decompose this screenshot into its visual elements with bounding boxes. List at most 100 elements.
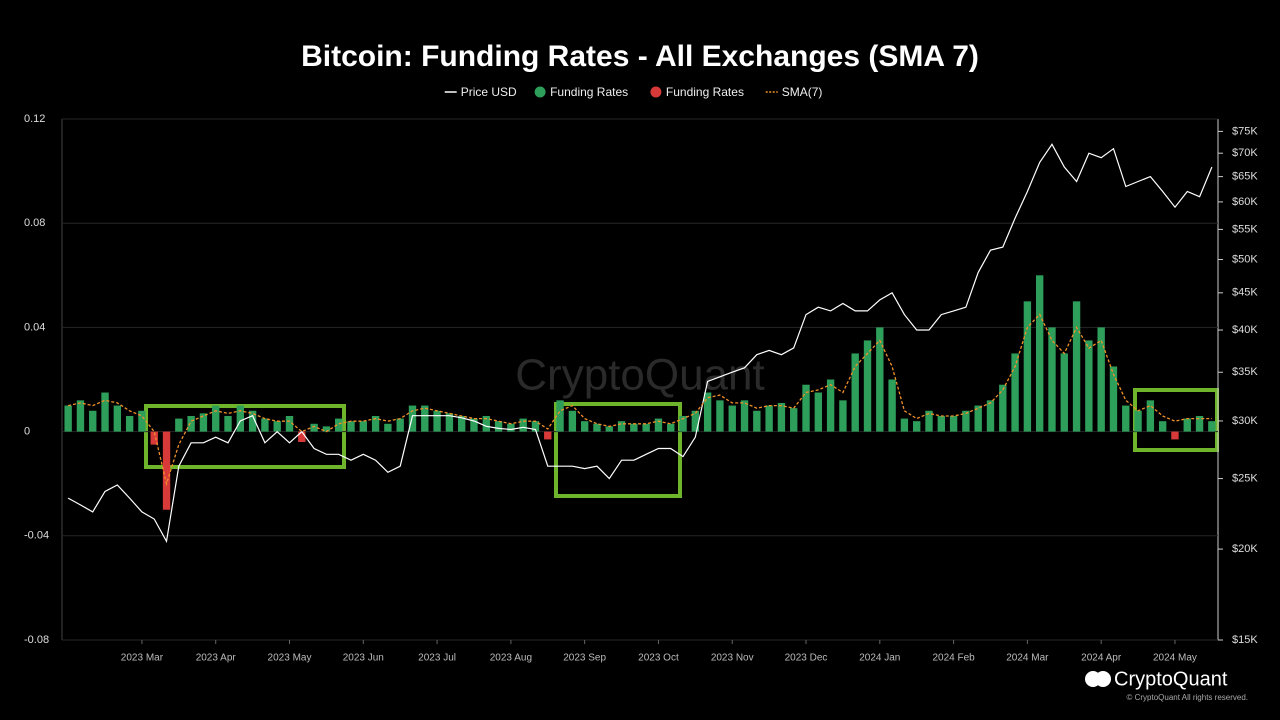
bar bbox=[556, 400, 564, 432]
bar bbox=[519, 418, 527, 432]
y2-tick-label: $20K bbox=[1232, 543, 1258, 555]
y2-tick-label: $65K bbox=[1232, 171, 1258, 183]
y-tick-label: 0.04 bbox=[24, 321, 45, 333]
x-tick-label: 2023 Sep bbox=[563, 653, 606, 664]
bar bbox=[851, 353, 859, 432]
x-tick-label: 2023 May bbox=[268, 653, 312, 664]
bar bbox=[716, 400, 724, 432]
legend-label: Funding Rates bbox=[550, 85, 628, 99]
bar bbox=[580, 421, 589, 432]
bar bbox=[1158, 421, 1167, 432]
bar bbox=[175, 418, 183, 432]
bar bbox=[433, 410, 441, 432]
bar bbox=[187, 415, 195, 432]
bar bbox=[974, 405, 982, 432]
y2-tick-label: $25K bbox=[1232, 472, 1258, 484]
bar bbox=[740, 400, 749, 432]
bar bbox=[1023, 301, 1032, 432]
legend-label: Funding Rates bbox=[666, 85, 744, 99]
x-tick-label: 2024 Feb bbox=[932, 653, 975, 664]
bar bbox=[494, 421, 503, 432]
x-tick-label: 2023 Aug bbox=[490, 653, 532, 664]
sma-line bbox=[67, 313, 1212, 487]
bar bbox=[1011, 353, 1019, 432]
bar bbox=[913, 421, 921, 432]
bar bbox=[470, 418, 478, 432]
y2-tick-label: $75K bbox=[1232, 125, 1258, 137]
y2-tick-label: $60K bbox=[1232, 196, 1258, 208]
bar bbox=[298, 431, 306, 443]
x-tick-label: 2024 Apr bbox=[1081, 653, 1122, 664]
bar bbox=[421, 405, 429, 432]
legend-label: SMA(7) bbox=[782, 85, 823, 99]
bar bbox=[605, 426, 613, 432]
watermark: CryptoQuant bbox=[515, 351, 764, 400]
y2-tick-label: $55K bbox=[1232, 223, 1258, 235]
x-tick-label: 2023 Jul bbox=[418, 653, 456, 664]
bar bbox=[89, 410, 97, 432]
bar bbox=[113, 405, 122, 432]
bar bbox=[1122, 405, 1130, 432]
y-tick-label: 0 bbox=[24, 426, 30, 438]
y-tick-label: 0.12 bbox=[24, 113, 45, 125]
x-tick-label: 2023 Mar bbox=[121, 653, 164, 664]
bar bbox=[937, 415, 945, 432]
bar bbox=[630, 423, 638, 432]
bar bbox=[1072, 301, 1081, 432]
bar bbox=[753, 410, 761, 432]
x-tick-label: 2024 Mar bbox=[1006, 653, 1049, 664]
y2-tick-label: $70K bbox=[1232, 147, 1258, 159]
bar bbox=[138, 410, 146, 432]
bar bbox=[457, 415, 466, 432]
y2-tick-label: $30K bbox=[1232, 415, 1258, 427]
x-tick-label: 2023 Nov bbox=[711, 653, 754, 664]
bar bbox=[64, 405, 72, 432]
bar bbox=[703, 392, 712, 432]
bar bbox=[531, 421, 540, 432]
bar bbox=[322, 426, 331, 432]
bar bbox=[359, 421, 367, 432]
bar bbox=[285, 415, 294, 432]
brand: CryptoQuant bbox=[1114, 668, 1228, 690]
bar bbox=[1060, 353, 1068, 432]
legend-label: Price USD bbox=[461, 85, 517, 99]
bar bbox=[1146, 400, 1155, 432]
plot-area bbox=[61, 118, 1223, 644]
y2-tick-label: $40K bbox=[1232, 324, 1258, 336]
y-tick-label: -0.04 bbox=[24, 530, 49, 542]
bar bbox=[986, 400, 995, 432]
x-tick-label: 2023 Oct bbox=[638, 653, 679, 664]
y2-tick-label: $45K bbox=[1232, 287, 1258, 299]
x-tick-label: 2024 Jan bbox=[859, 653, 900, 664]
bar bbox=[568, 410, 577, 432]
legend-marker bbox=[534, 86, 546, 98]
bar bbox=[826, 379, 835, 432]
bar bbox=[1048, 327, 1056, 432]
bar bbox=[482, 415, 490, 432]
bar bbox=[1195, 415, 1204, 432]
bar bbox=[101, 392, 109, 432]
y-tick-label: 0.08 bbox=[24, 217, 45, 229]
bar bbox=[125, 415, 134, 432]
bar bbox=[642, 423, 650, 432]
highlight-box bbox=[554, 402, 682, 498]
legend-marker bbox=[650, 86, 662, 98]
copyright: © CryptoQuant All rights reserved. bbox=[1127, 693, 1249, 702]
bar bbox=[199, 413, 208, 432]
bar bbox=[212, 405, 220, 432]
y2-tick-label: $50K bbox=[1232, 253, 1258, 265]
bar bbox=[236, 405, 245, 432]
bar bbox=[150, 431, 158, 445]
bar bbox=[273, 421, 281, 432]
legend: Price USD Funding Rates Funding Rates SMA(7… bbox=[444, 85, 823, 99]
y-tick-label: -0.08 bbox=[24, 634, 49, 646]
bar bbox=[925, 410, 933, 432]
bar bbox=[544, 431, 552, 440]
bar bbox=[347, 421, 355, 432]
bar bbox=[162, 431, 171, 510]
bar bbox=[396, 418, 404, 432]
bar bbox=[962, 410, 970, 432]
bar bbox=[679, 415, 687, 432]
